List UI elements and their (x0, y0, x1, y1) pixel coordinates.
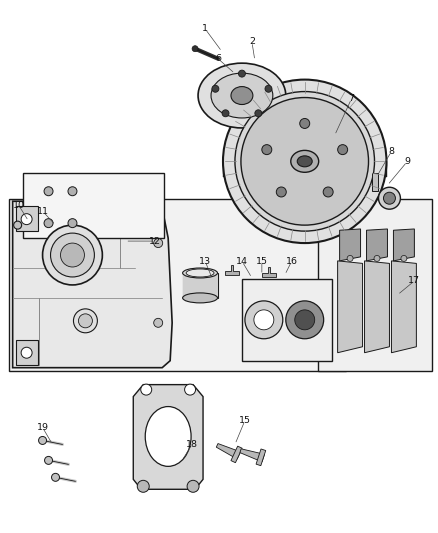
Circle shape (184, 384, 196, 395)
Bar (16, 206, 38, 231)
Circle shape (276, 187, 286, 197)
Text: 2: 2 (249, 37, 255, 46)
Circle shape (60, 243, 85, 267)
Ellipse shape (68, 219, 77, 228)
Polygon shape (339, 229, 360, 261)
Bar (242, 279, 332, 361)
Text: 7: 7 (349, 94, 355, 103)
Ellipse shape (297, 156, 312, 167)
Circle shape (42, 225, 102, 285)
Polygon shape (338, 261, 363, 353)
Polygon shape (13, 201, 172, 368)
Circle shape (295, 310, 314, 330)
Ellipse shape (186, 269, 214, 277)
Circle shape (39, 437, 46, 445)
Bar (16, 340, 38, 365)
Text: 14: 14 (236, 256, 248, 265)
Circle shape (255, 110, 262, 117)
Ellipse shape (44, 187, 53, 196)
Text: 8: 8 (389, 147, 395, 156)
Text: 19: 19 (36, 423, 49, 432)
Circle shape (222, 110, 229, 117)
Circle shape (374, 255, 380, 261)
Circle shape (338, 144, 348, 155)
Polygon shape (393, 229, 414, 261)
Circle shape (78, 314, 92, 328)
Circle shape (141, 384, 152, 395)
Circle shape (21, 214, 32, 224)
Polygon shape (262, 267, 276, 277)
Text: 15: 15 (256, 256, 268, 265)
Circle shape (378, 187, 400, 209)
Ellipse shape (183, 293, 218, 303)
Polygon shape (216, 443, 240, 459)
Circle shape (401, 255, 407, 261)
Polygon shape (367, 229, 388, 261)
Circle shape (52, 473, 60, 481)
Text: 11: 11 (36, 207, 49, 216)
Circle shape (245, 301, 283, 339)
Circle shape (235, 92, 374, 231)
Ellipse shape (291, 150, 319, 172)
Circle shape (241, 98, 368, 225)
Circle shape (384, 192, 396, 204)
Text: 1: 1 (202, 25, 208, 33)
Polygon shape (133, 385, 203, 489)
Polygon shape (240, 449, 265, 462)
Text: 9: 9 (404, 157, 410, 166)
Bar (183, 273, 218, 298)
Polygon shape (392, 261, 417, 353)
Circle shape (187, 480, 199, 492)
Bar (9, 199, 346, 370)
Circle shape (323, 187, 333, 197)
Circle shape (265, 85, 272, 92)
Circle shape (192, 46, 198, 52)
Ellipse shape (211, 73, 273, 118)
Circle shape (238, 70, 245, 77)
Text: 18: 18 (186, 440, 198, 449)
Ellipse shape (231, 86, 253, 104)
Circle shape (286, 301, 324, 339)
Circle shape (154, 239, 162, 247)
Circle shape (74, 309, 97, 333)
Circle shape (300, 118, 310, 128)
Text: 12: 12 (149, 237, 161, 246)
Circle shape (50, 233, 95, 277)
Bar (371, 173, 378, 191)
Text: 16: 16 (286, 256, 298, 265)
Text: 17: 17 (408, 277, 420, 286)
Circle shape (45, 456, 53, 464)
Circle shape (347, 255, 353, 261)
Ellipse shape (145, 407, 191, 466)
Ellipse shape (198, 63, 286, 128)
Circle shape (223, 79, 386, 243)
Bar (318, 199, 432, 370)
Polygon shape (256, 449, 266, 466)
Text: 6: 6 (215, 54, 221, 63)
Polygon shape (231, 446, 242, 463)
Circle shape (262, 144, 272, 155)
Circle shape (21, 347, 32, 358)
Circle shape (137, 480, 149, 492)
Text: 13: 13 (199, 256, 211, 265)
Circle shape (212, 85, 219, 92)
Ellipse shape (44, 219, 53, 228)
Polygon shape (364, 261, 389, 353)
Polygon shape (225, 265, 239, 275)
Ellipse shape (183, 268, 218, 278)
Ellipse shape (68, 187, 77, 196)
Circle shape (14, 221, 21, 229)
Text: 10: 10 (13, 201, 25, 209)
Circle shape (254, 310, 274, 330)
Circle shape (154, 318, 162, 327)
Text: 15: 15 (239, 416, 251, 425)
Bar (23, 173, 164, 238)
